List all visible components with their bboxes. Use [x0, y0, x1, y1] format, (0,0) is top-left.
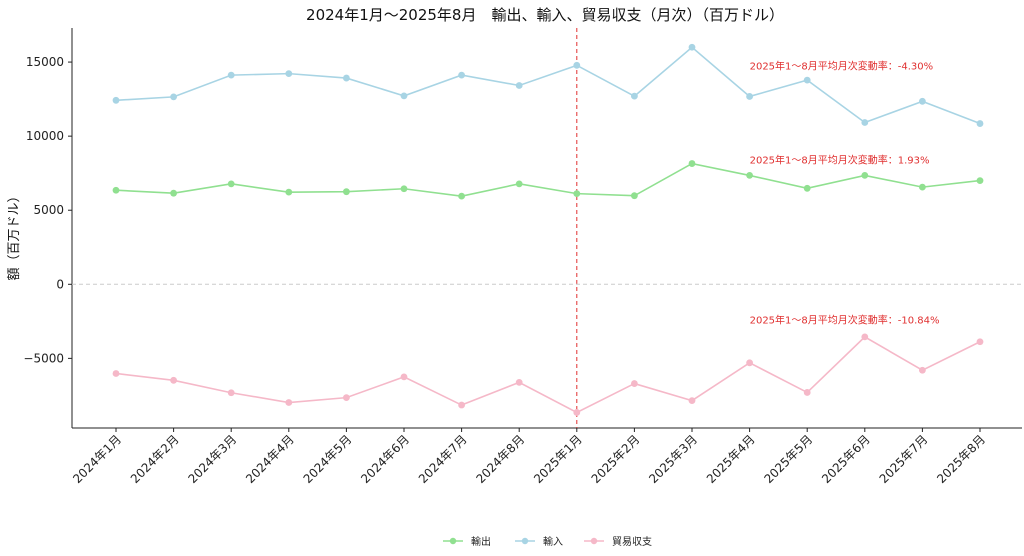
data-point [919, 97, 926, 105]
legend-swatch-marker [590, 537, 598, 545]
legend-label: 貿易収支 [612, 536, 652, 548]
data-point [976, 120, 984, 127]
y-tick-label: 0 [56, 277, 64, 291]
data-point [400, 185, 408, 193]
data-point [170, 376, 178, 384]
series-line [115, 162, 981, 197]
plot-area: −5000 0 5000 10000 15000 2024年1月 2024年2月 2024年3… [23, 28, 1022, 486]
data-point [400, 373, 408, 381]
data-point [803, 184, 811, 192]
data-point [458, 401, 465, 409]
data-point [343, 188, 350, 196]
x-tick-label: 2024年4月 [243, 432, 297, 486]
data-point [112, 96, 120, 104]
annotation-text: 2025年1～8月平均月次変動率：-10.84% [750, 314, 940, 327]
data-point [803, 76, 811, 84]
x-tick-label: 2025年3月 [646, 432, 700, 486]
data-point [170, 93, 178, 101]
x-tick-label: 2025年5月 [761, 432, 815, 486]
data-point [458, 71, 465, 79]
data-point [919, 366, 926, 374]
data-point [227, 389, 235, 397]
data-point [285, 188, 293, 196]
x-tick-label: 2024年1月 [70, 432, 124, 486]
y-tick-label: 5000 [33, 203, 64, 217]
y-tick-label: 10000 [26, 129, 64, 143]
data-point [343, 394, 350, 402]
data-point [400, 92, 408, 100]
y-tick-label: −5000 [23, 351, 64, 365]
data-point [803, 389, 811, 396]
x-tick-label: 2025年7月 [877, 432, 931, 486]
legend-swatch-marker [521, 537, 529, 545]
series-line [115, 335, 981, 414]
x-tick-label: 2024年6月 [358, 432, 412, 486]
data-point [688, 43, 696, 51]
x-tick-label: 2024年2月 [128, 432, 182, 486]
data-point [631, 380, 638, 387]
legend-label: 輸出 [471, 535, 491, 548]
x-tick-label: 2025年8月 [934, 432, 988, 486]
data-point [746, 172, 753, 179]
x-tick-label: 2024年8月 [473, 432, 527, 486]
x-tick-label: 2025年6月 [819, 432, 873, 486]
data-point [746, 93, 753, 100]
data-point [688, 160, 696, 167]
series-line [115, 46, 981, 125]
data-point [746, 359, 753, 367]
data-point [458, 192, 465, 200]
data-point [515, 180, 523, 188]
data-point [285, 399, 293, 406]
data-point [631, 192, 638, 200]
annotation-text: 2025年1～8月平均月次変動率：1.93% [750, 154, 930, 167]
data-point [573, 409, 581, 416]
data-point [688, 397, 696, 404]
data-point [976, 338, 984, 346]
data-point [227, 180, 235, 188]
data-point [112, 370, 120, 377]
x-tick-label: 2025年4月 [704, 432, 758, 486]
x-tick-label: 2024年3月 [185, 432, 239, 486]
x-tick-label: 2025年2月 [589, 432, 643, 486]
data-point [227, 71, 235, 79]
data-point [112, 186, 120, 194]
annotation-text: 2025年1～8月平均月次変動率：-4.30% [750, 59, 934, 72]
x-tick-label: 2025年1月 [531, 432, 585, 486]
y-axis-label: 額（百万ドル） [7, 189, 22, 280]
data-point [919, 183, 926, 191]
legend: 輸出 輸入 貿易収支 [443, 535, 652, 548]
data-point [573, 61, 581, 69]
x-tick-label: 2024年5月 [301, 432, 355, 486]
data-point [343, 74, 350, 82]
chart-title: 2024年1月～2025年8月 輸出、輸入、貿易収支（月次）（百万ドル） [306, 6, 784, 24]
data-point [573, 190, 581, 198]
data-point [170, 189, 178, 197]
data-point [515, 378, 523, 386]
data-point [861, 119, 869, 126]
legend-label: 輸入 [543, 535, 563, 548]
data-point [976, 177, 984, 184]
legend-swatch-marker [449, 537, 457, 545]
x-tick-label: 2024年7月 [416, 432, 470, 486]
data-point [861, 333, 869, 341]
data-point [861, 172, 869, 179]
data-point [515, 82, 523, 89]
y-tick-label: 15000 [26, 55, 64, 69]
data-point [631, 92, 638, 100]
data-point [285, 70, 293, 78]
